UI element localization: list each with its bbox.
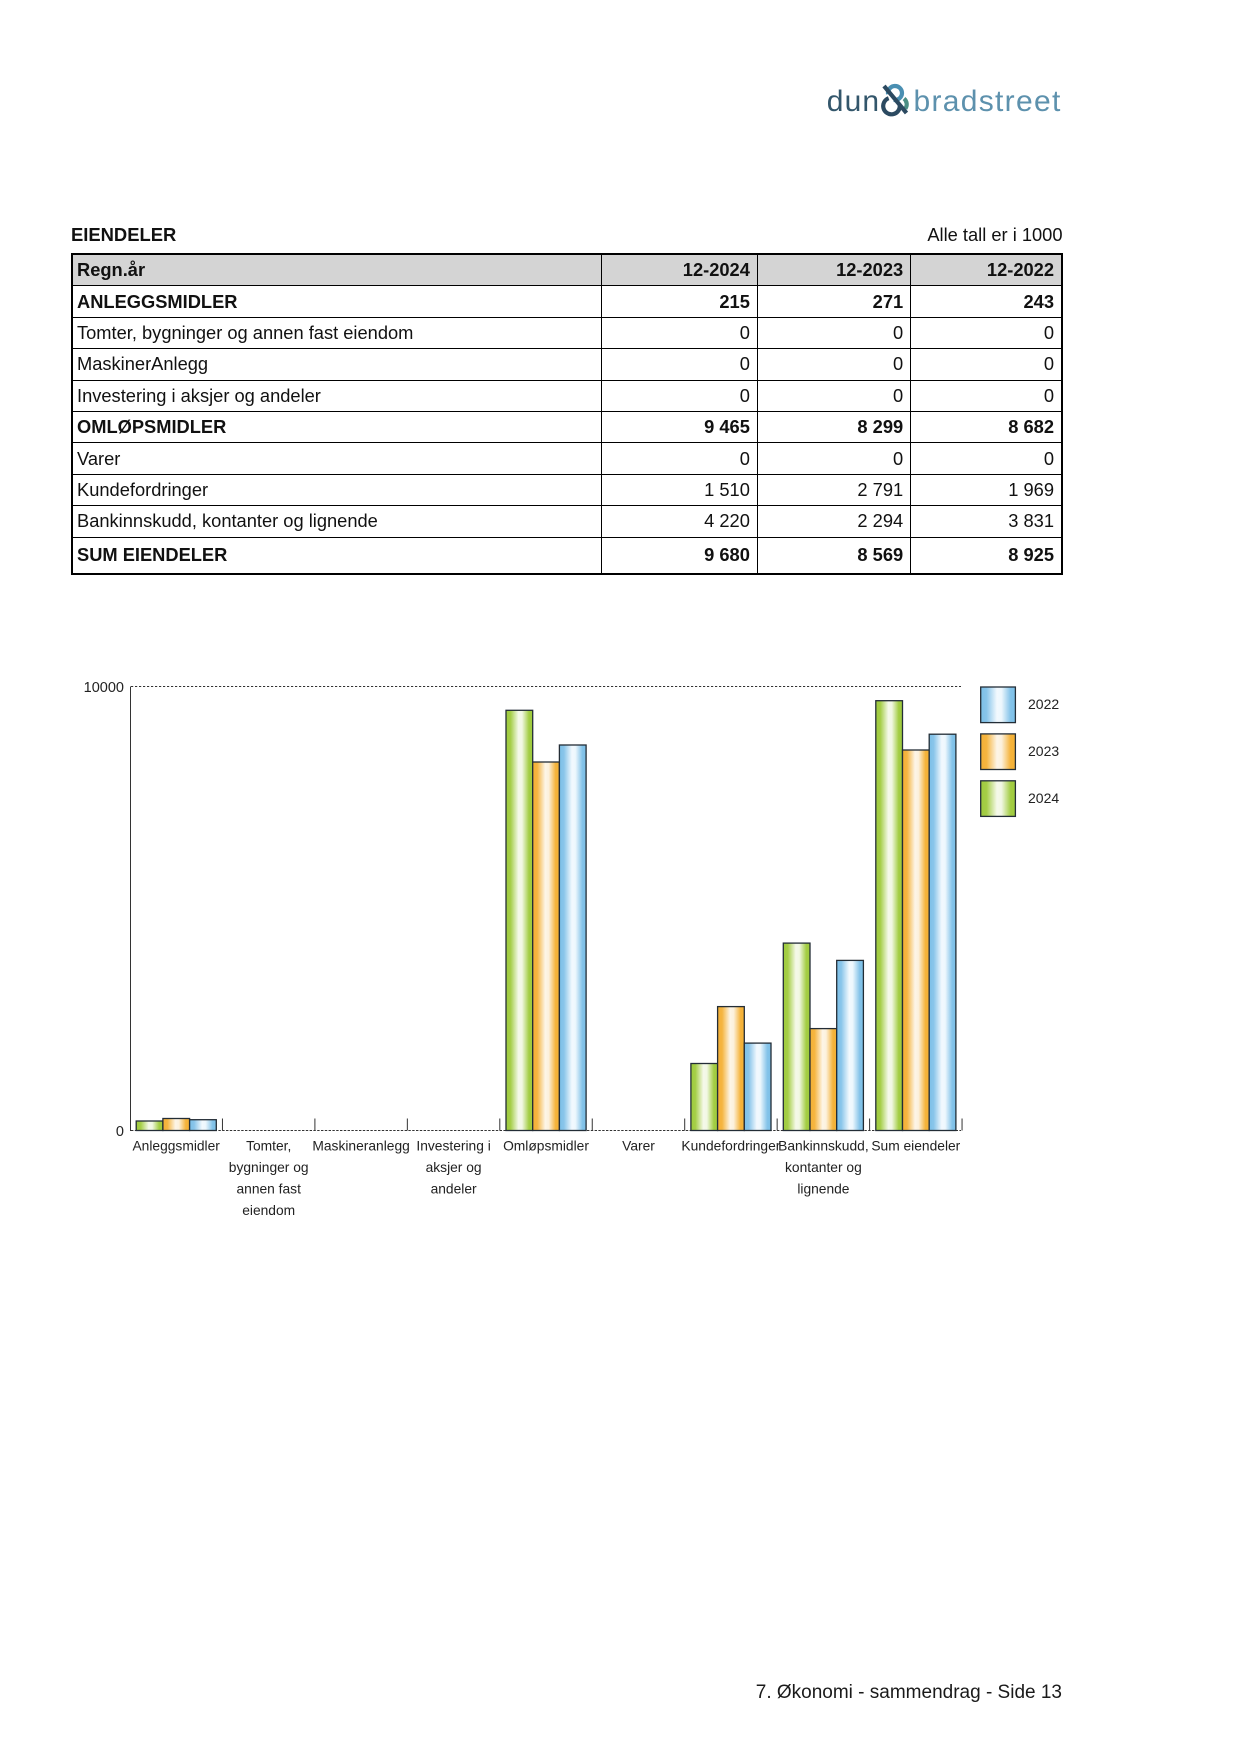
svg-text:bygninger og: bygninger og — [229, 1160, 309, 1175]
svg-text:Bankinnskudd,: Bankinnskudd, — [778, 1138, 869, 1153]
svg-text:kontanter og: kontanter og — [785, 1160, 862, 1175]
svg-text:2022: 2022 — [1028, 696, 1059, 712]
svg-text:lignende: lignende — [797, 1181, 849, 1196]
svg-text:eiendom: eiendom — [242, 1203, 295, 1218]
svg-text:2023: 2023 — [1028, 743, 1059, 759]
svg-text:Varer: Varer — [622, 1138, 655, 1153]
svg-text:Investering i: Investering i — [416, 1138, 490, 1153]
svg-text:Omløpsmidler: Omløpsmidler — [503, 1138, 589, 1153]
svg-text:Anleggsmidler: Anleggsmidler — [132, 1138, 220, 1153]
svg-text:aksjer og: aksjer og — [426, 1160, 482, 1175]
svg-text:2024: 2024 — [1028, 790, 1059, 806]
svg-text:10000: 10000 — [84, 680, 124, 696]
svg-text:andeler: andeler — [431, 1181, 477, 1196]
svg-text:0: 0 — [116, 1124, 124, 1140]
svg-text:Maskineranlegg: Maskineranlegg — [312, 1138, 409, 1153]
svg-text:Tomter,: Tomter, — [246, 1138, 291, 1153]
svg-text:Kundefordringer: Kundefordringer — [681, 1138, 780, 1153]
svg-text:Sum eiendeler: Sum eiendeler — [871, 1138, 960, 1153]
svg-text:annen fast: annen fast — [236, 1181, 301, 1196]
